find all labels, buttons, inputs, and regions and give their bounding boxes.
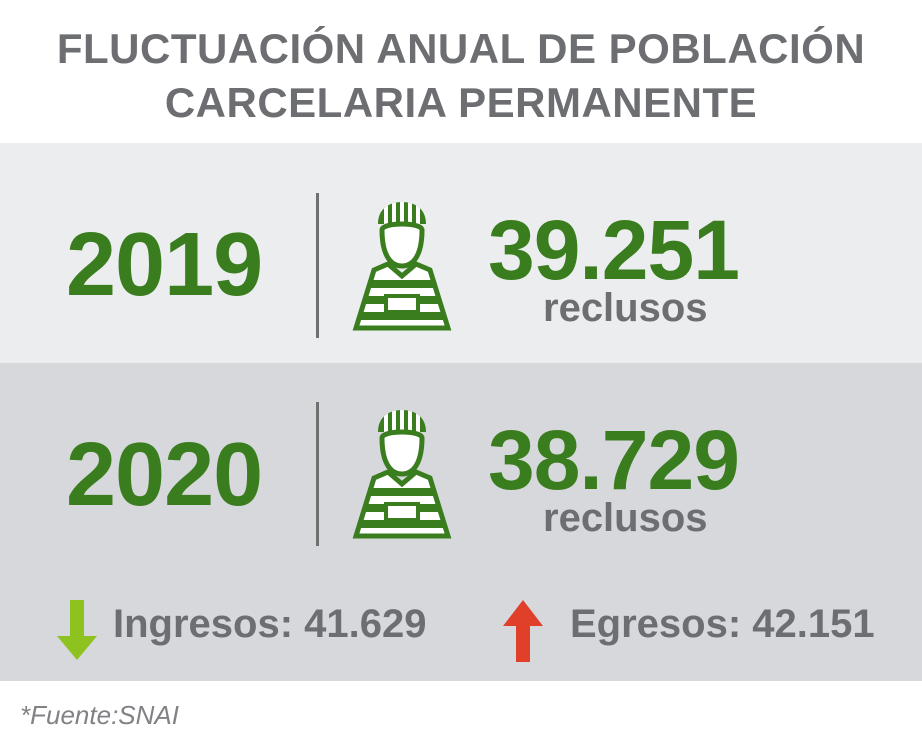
row-2020-band (0, 363, 922, 681)
source-note: *Fuente:SNAI (20, 700, 179, 730)
count-2020: 38.729 (488, 413, 740, 507)
prisoner-icon (352, 202, 452, 331)
row-2019-band (0, 143, 922, 363)
ingresos-stat: Ingresos: 41.629 (113, 602, 427, 646)
title-line-2: CARCELARIA PERMANENTE (164, 79, 758, 126)
unit-2020: reclusos (543, 496, 708, 540)
row-divider (316, 193, 319, 338)
arrow-down-icon (57, 600, 97, 660)
page-title: FLUCTUACIÓN ANUAL DE POBLACIÓN CARCELARI… (0, 22, 922, 130)
year-2020: 2020 (66, 425, 263, 525)
title-line-1: FLUCTUACIÓN ANUAL DE POBLACIÓN (56, 25, 866, 72)
year-2019: 2019 (66, 215, 263, 315)
count-2019: 39.251 (488, 203, 740, 297)
row-divider (316, 402, 319, 546)
arrow-up-icon (503, 600, 543, 662)
egresos-stat: Egresos: 42.151 (570, 602, 875, 646)
prisoner-icon (352, 410, 452, 539)
unit-2019: reclusos (543, 286, 708, 330)
